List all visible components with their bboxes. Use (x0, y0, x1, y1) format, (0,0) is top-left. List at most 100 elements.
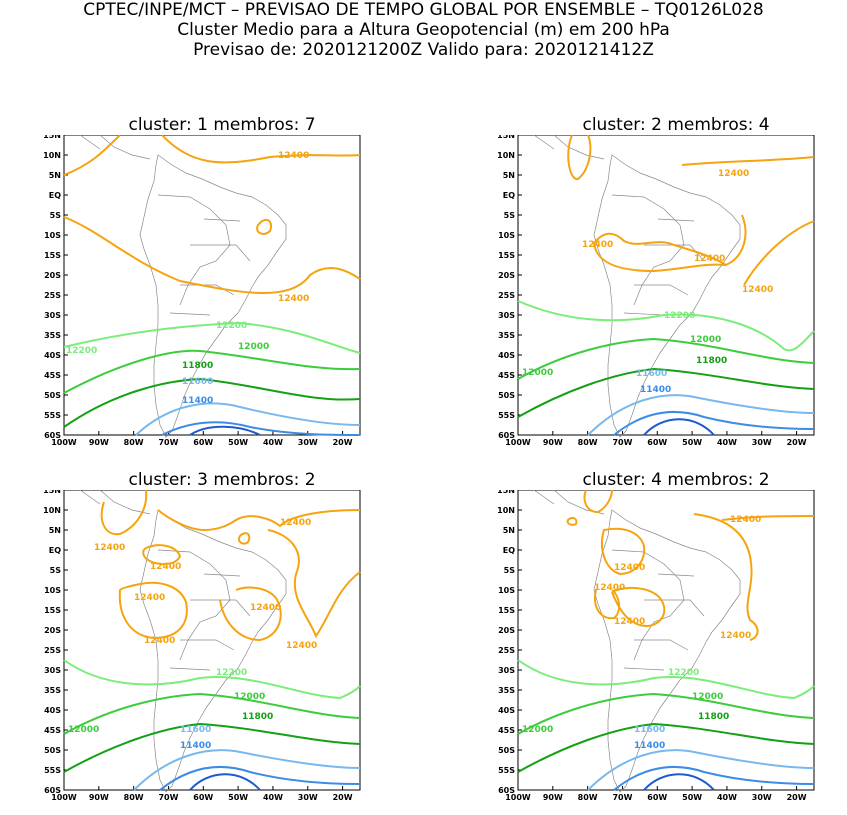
lon-tick-label: 20W (333, 438, 353, 447)
contour-12400-nw (567, 135, 592, 180)
lat-tick-label: 10N (43, 151, 61, 160)
lat-tick-label: 10S (44, 231, 61, 240)
label-12000: 12000 (238, 342, 269, 352)
contour-12000 (517, 692, 815, 735)
label-11800: 11800 (696, 356, 727, 366)
lat-tick-label: 35S (44, 686, 61, 695)
lon-tick-label: 30W (752, 438, 772, 447)
label-12400: 12400 (730, 515, 761, 525)
contour-12400-nw (583, 490, 613, 514)
contour-labels: 12400 12400 12200 12200 12000 11800 1160… (66, 151, 309, 406)
label-12200: 12200 (66, 346, 97, 356)
contour-12400-north (63, 135, 361, 176)
contour-11400 (613, 765, 815, 791)
label-12400: 12400 (286, 641, 317, 651)
lon-tick-label: 70W (612, 793, 632, 802)
lon-tick-label: 40W (717, 438, 737, 447)
map-cluster-4: 15N 10N 5N EQ 5S 10S 15S 20S 25S 30S 35S 40S 45S 50S 5… (497, 490, 815, 802)
header-dates: Previsao de: 2020121200Z Valido para: 20… (193, 40, 654, 60)
coastline (533, 490, 741, 793)
label-12400: 12400 (742, 285, 773, 295)
lon-tick-label: 100W (51, 793, 77, 802)
contour-12400-west (118, 581, 188, 640)
label-12000: 12000 (522, 725, 553, 735)
label-12400: 12400 (614, 617, 645, 627)
label-12400: 12400 (582, 240, 613, 250)
contour-12400-dot (566, 516, 578, 526)
lat-tick-label: 25S (498, 646, 515, 655)
lat-tick-label: 40S (498, 351, 515, 360)
contour-12400-south (63, 216, 361, 295)
label-11800: 11800 (698, 712, 729, 722)
contour-11400 (161, 421, 361, 436)
lon-tick-label: 50W (682, 793, 702, 802)
lon-tick-label: 60W (193, 438, 213, 447)
contour-labels: 12400 12400 12400 12400 12400 12400 1240… (68, 518, 317, 751)
lat-tick-label: EQ (49, 191, 61, 200)
label-12400: 12400 (718, 169, 749, 179)
lat-tick-label: 30S (498, 666, 515, 675)
lat-tick-label: 20S (44, 271, 61, 280)
lat-tick-label: 35S (498, 686, 515, 695)
lat-tick-label: 15S (44, 606, 61, 615)
contour-12400-east (743, 220, 815, 286)
label-12400: 12400 (150, 562, 181, 572)
cluster-panel-4: cluster: 4 membros: 2 15N 10N 5N EQ 5S 10S 15S… (494, 470, 847, 810)
contour-11400 (613, 410, 815, 436)
lat-tick-label: 45S (498, 371, 515, 380)
lat-tick-label: 45S (498, 726, 515, 735)
lon-tick-label: 20W (333, 793, 353, 802)
cluster-panel-2: cluster: 2 membros: 4 15N 10N 5N EQ 5S 10S 15S… (494, 115, 847, 455)
lon-tick-label: 40W (717, 793, 737, 802)
lat-tick-label: 10S (498, 231, 515, 240)
contour-12400-trough (593, 214, 747, 273)
contour-11600 (133, 749, 361, 791)
contours (63, 490, 361, 791)
map-axes: 15N 10N 5N EQ 5S 10S 15S 20S 25S 30S 35S 40S 45S 50S 5… (497, 135, 815, 447)
contour-12400-ring (238, 532, 251, 545)
coastline (533, 135, 741, 438)
lat-tick-label: 50S (44, 391, 61, 400)
lat-tick-label: 20S (44, 626, 61, 635)
map-axes: 15N 10N 5N EQ 5S 10S 15S 20S 25S 30S 35S 40S 45S 50S 5… (497, 490, 815, 802)
lat-tick-label: 25S (498, 291, 515, 300)
contour-12400-loop (594, 589, 620, 620)
lat-tick-label: 5S (504, 211, 516, 220)
label-11400: 11400 (180, 741, 211, 751)
contour-11600 (587, 394, 815, 436)
lon-tick-label: 40W (263, 793, 283, 802)
label-12400: 12400 (280, 518, 311, 528)
lat-tick-label: 15N (497, 490, 515, 495)
lon-tick-label: 100W (51, 438, 77, 447)
label-11600: 11600 (634, 725, 665, 735)
lat-tick-label: 15N (43, 135, 61, 140)
contour-12400-central (219, 586, 282, 642)
lat-tick-label: 5N (503, 526, 515, 535)
lon-tick-label: 50W (228, 438, 248, 447)
map-frame (63, 490, 361, 791)
contour-12400-east (267, 529, 361, 639)
map-cluster-3: 15N 10N 5N EQ 5S 10S 15S 20S 25S 30S 35S 40S 45S 50S 5… (43, 490, 361, 802)
lon-tick-label: 50W (228, 793, 248, 802)
lat-tick-label: 5N (49, 171, 61, 180)
label-12000: 12000 (690, 335, 721, 345)
contour-labels: 12400 12400 12400 12400 12200 12000 1200… (522, 169, 773, 395)
map-cluster-2: 15N 10N 5N EQ 5S 10S 15S 20S 25S 30S 35S 40S 45S 50S 5… (497, 135, 815, 447)
contour-12400-main (611, 513, 759, 641)
lat-tick-label: 60S (44, 431, 61, 440)
contour-12200 (517, 300, 815, 352)
contour-11800 (517, 367, 815, 418)
panel-title: cluster: 1 membros: 7 (128, 115, 316, 135)
lat-tick-label: 25S (44, 646, 61, 655)
lon-tick-label: 30W (298, 438, 318, 447)
label-12000: 12000 (692, 692, 723, 702)
map-frame (517, 490, 815, 791)
label-11600: 11600 (180, 725, 211, 735)
lon-tick-label: 90W (89, 438, 109, 447)
lon-tick-label: 80W (578, 438, 598, 447)
lat-tick-label: 55S (44, 766, 61, 775)
label-11800: 11800 (182, 361, 213, 371)
lat-tick-label: 40S (44, 706, 61, 715)
lat-tick-label: 5S (504, 566, 516, 575)
label-12400: 12400 (250, 603, 281, 613)
